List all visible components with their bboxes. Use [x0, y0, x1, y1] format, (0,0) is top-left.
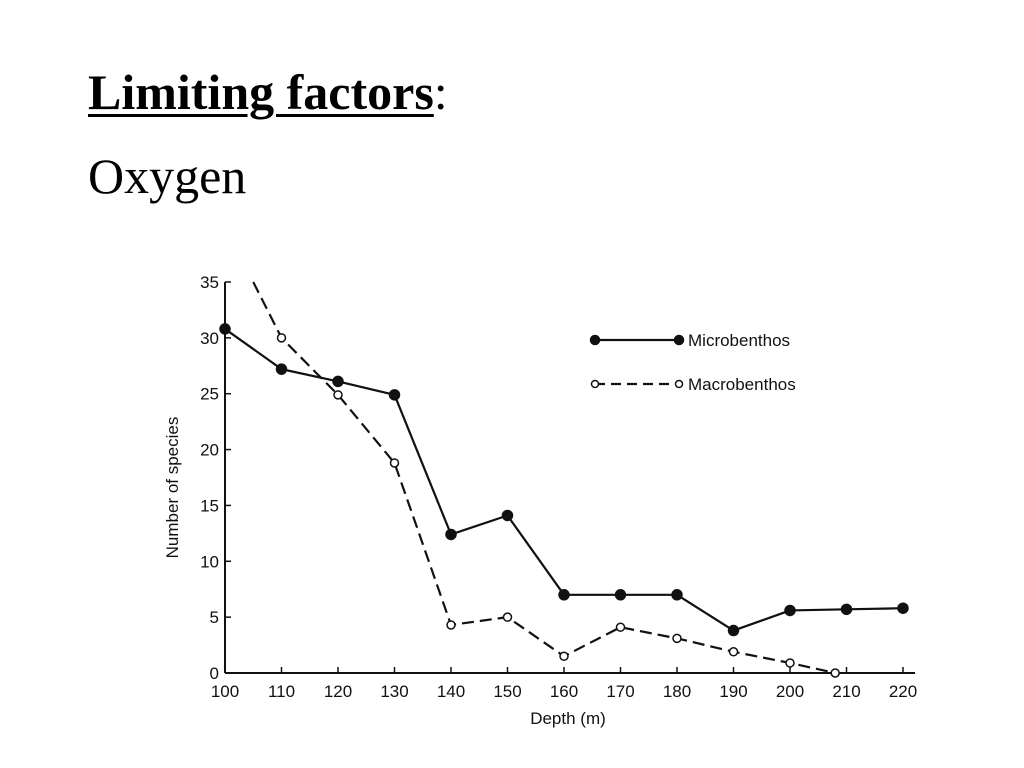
x-tick-label: 100 [211, 682, 239, 701]
data-point [727, 624, 740, 637]
series-line-macrobenthos [252, 281, 836, 675]
data-point [501, 509, 514, 522]
x-tick-label: 120 [324, 682, 352, 701]
legend-marker [590, 379, 600, 389]
x-tick-label: 190 [719, 682, 747, 701]
x-tick-label: 140 [437, 682, 465, 701]
data-point [559, 651, 569, 661]
series-microbenthos [219, 323, 909, 637]
legend-marker [673, 334, 685, 346]
x-tick-label: 160 [550, 682, 578, 701]
data-point [672, 633, 682, 644]
legend-item-microbenthos: Microbenthos [589, 331, 790, 350]
y-tick-label: 35 [200, 273, 219, 292]
chart-axes: 0 5 10 15 20 25 30 35 100 110 120 130 140 150 160 170 18… [163, 273, 917, 728]
x-tick-label: 170 [606, 682, 634, 701]
data-point [388, 389, 401, 401]
legend-marker [589, 334, 601, 346]
legend-marker [674, 379, 684, 389]
slide-title-main: Limiting factors [88, 64, 434, 120]
x-tick-label: 110 [268, 682, 295, 701]
y-tick-label: 5 [210, 608, 219, 627]
data-point [502, 612, 513, 622]
data-point [219, 323, 231, 335]
data-point [615, 622, 626, 632]
series-macrobenthos [252, 281, 840, 678]
series-line-microbenthos [224, 328, 904, 632]
data-point [897, 602, 909, 614]
legend-label: Macrobenthos [688, 375, 796, 394]
slide-subtitle: Oxygen [88, 148, 247, 204]
y-tick-label: 10 [200, 552, 219, 571]
data-point [614, 589, 627, 601]
y-tick-label: 20 [200, 441, 219, 460]
y-tick-label: 0 [210, 664, 219, 683]
data-point [445, 528, 457, 541]
data-point [389, 458, 400, 468]
data-point [275, 363, 288, 375]
slide-title-colon: : [433, 64, 448, 120]
x-tick-label: 220 [889, 682, 917, 701]
y-tick-label: 15 [200, 496, 219, 515]
data-point [840, 603, 853, 616]
data-point [830, 668, 840, 678]
x-axis-title: Depth (m) [530, 709, 606, 728]
data-point [784, 604, 796, 617]
x-tick-label: 180 [663, 682, 691, 701]
x-tick-label: 200 [776, 682, 804, 701]
y-axis-title: Number of species [163, 417, 182, 559]
legend-item-macrobenthos: Macrobenthos [590, 375, 796, 394]
data-point [446, 620, 456, 630]
x-tick-label: 150 [493, 682, 521, 701]
chart-series [219, 281, 909, 678]
data-point [332, 375, 344, 388]
chart-legend: Microbenthos Macrobenthos [589, 331, 796, 394]
data-point [276, 333, 287, 343]
data-point [671, 589, 683, 601]
x-tick-label: 130 [380, 682, 408, 701]
slide-title: Limiting factors: [88, 62, 448, 122]
data-point [333, 390, 343, 400]
data-point [728, 647, 739, 657]
data-point [785, 658, 795, 668]
data-point [558, 589, 570, 601]
legend-label: Microbenthos [688, 331, 790, 350]
y-tick-label: 30 [200, 329, 219, 348]
x-tick-label: 210 [832, 682, 860, 701]
y-tick-label: 25 [200, 385, 219, 404]
